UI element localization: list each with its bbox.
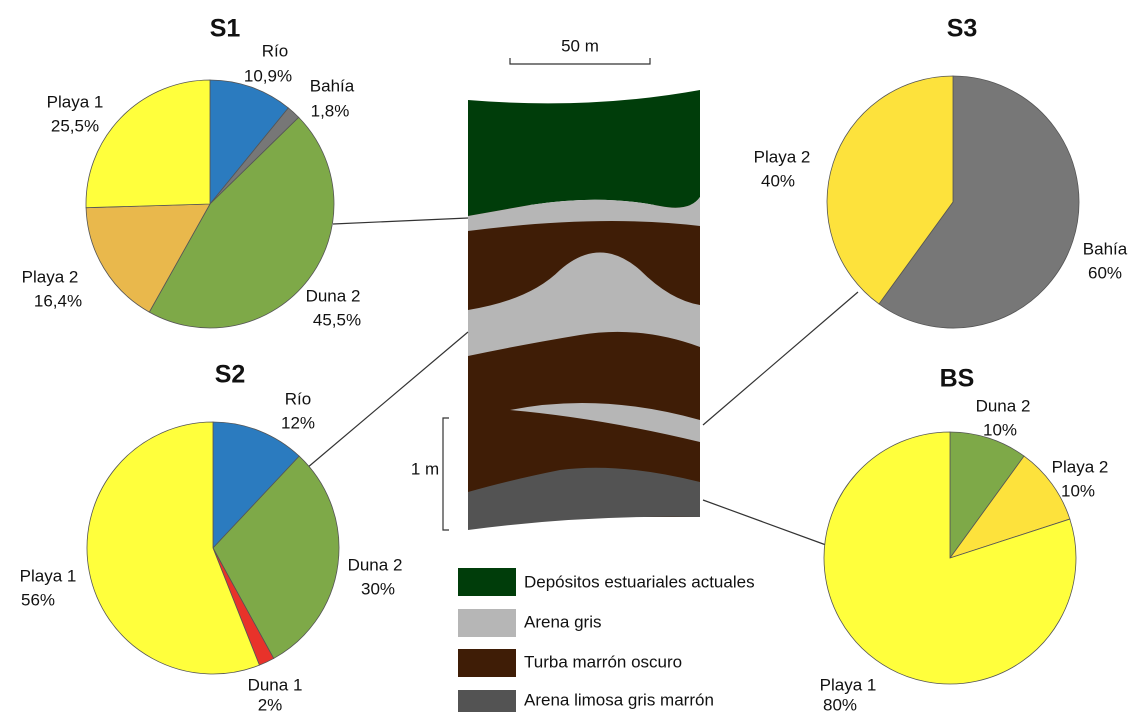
pie-slice (212, 421, 300, 550)
slice-value: 25,5% (51, 116, 99, 135)
depth-label: 1 m (411, 459, 439, 478)
legend-label: Arena gris (524, 612, 601, 631)
pie-slice (878, 75, 1080, 329)
sand-layer (468, 197, 700, 231)
pie-slice (209, 79, 289, 206)
slice-label: Playa 2 (754, 147, 811, 166)
sand-layer (468, 252, 700, 356)
legend-swatch (458, 609, 516, 637)
slice-value: 12% (281, 413, 315, 432)
scale-label: 50 m (561, 36, 599, 55)
slice-value: 1,8% (311, 101, 350, 120)
slice-label: Playa 1 (20, 566, 77, 585)
pie-slice (85, 203, 211, 313)
slice-label: Bahía (310, 76, 355, 95)
slice-label: Duna 2 (348, 555, 403, 574)
legend-swatch (458, 649, 516, 677)
slice-value: 10,9% (244, 66, 292, 85)
legend-label: Depósitos estuariales actuales (524, 572, 755, 591)
slice-label: Duna 1 (248, 675, 303, 694)
connector (306, 331, 469, 469)
legend-label: Arena limosa gris marrón (524, 690, 714, 709)
slice-value: 10% (983, 420, 1017, 439)
slice-value: 16,4% (34, 291, 82, 310)
connector (702, 499, 827, 546)
slice-value: 45,5% (313, 310, 361, 329)
pie-slice (148, 116, 335, 329)
slice-value: 80% (823, 695, 857, 713)
slice-label: Playa 1 (47, 92, 104, 111)
scale-bars (306, 58, 859, 546)
chart-title: S2 (215, 361, 246, 389)
pie-slice (826, 75, 954, 305)
legend-swatch (458, 568, 516, 596)
silty-sand-layer (468, 467, 700, 530)
legend: Depósitos estuariales actuales Arena gri… (458, 568, 755, 712)
pie-slice (948, 455, 1071, 559)
pie-slice (212, 455, 340, 659)
scale-bar (509, 58, 651, 65)
slice-value: 30% (361, 579, 395, 598)
strat-column (468, 90, 700, 530)
pie-slice (85, 79, 211, 209)
slice-label: Playa 1 (820, 675, 877, 694)
pie-slice (86, 421, 260, 675)
slice-value: 2% (258, 695, 283, 713)
legend-swatch (458, 690, 516, 712)
sand-layer (510, 402, 700, 442)
slice-value: 40% (761, 171, 795, 190)
legend-label: Turba marrón oscuro (524, 652, 682, 671)
depth-bar (442, 417, 449, 531)
slice-value: 10% (1061, 481, 1095, 500)
chart-title: S1 (210, 15, 241, 43)
estuarine-layer (468, 90, 700, 216)
pie-slice (823, 431, 1077, 685)
slice-label: Duna 2 (976, 396, 1031, 415)
chart-title: BS (940, 365, 975, 393)
slice-label: Playa 2 (22, 267, 79, 286)
slice-label: Duna 2 (306, 286, 361, 305)
slice-label: Playa 2 (1052, 457, 1109, 476)
slice-value: 60% (1088, 263, 1122, 282)
pie-slice (949, 431, 1025, 560)
chart-title: S3 (947, 15, 978, 43)
connector (332, 217, 469, 225)
connector (702, 291, 859, 426)
slice-label: Río (262, 41, 288, 60)
slice-label: Bahía (1083, 239, 1128, 258)
slice-value: 56% (21, 590, 55, 609)
slice-label: Río (285, 389, 311, 408)
